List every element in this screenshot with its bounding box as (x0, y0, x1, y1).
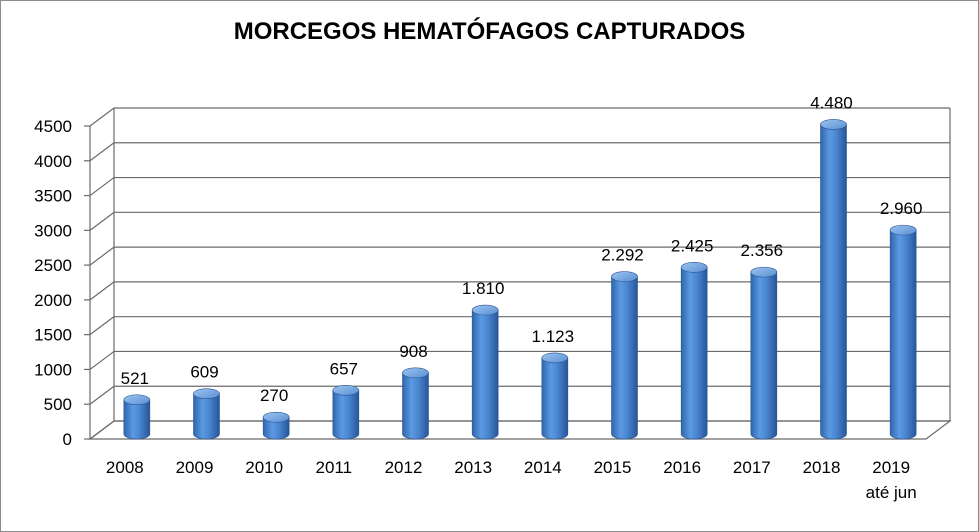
gridline-depth (89, 107, 115, 127)
y-tick-label: 1000 (34, 360, 72, 379)
bar-body (402, 372, 429, 440)
bar-body (471, 309, 499, 440)
bar-body (611, 276, 638, 440)
data-label: 2.425 (671, 236, 714, 255)
data-label: 1.123 (532, 327, 575, 346)
bars (123, 119, 917, 440)
bar-top (123, 394, 151, 406)
axes (84, 125, 952, 440)
data-label: 4.480 (810, 93, 853, 112)
gridline-depth (89, 246, 115, 266)
bar (471, 304, 499, 440)
gridline-depth (89, 350, 115, 370)
data-label: 609 (190, 363, 218, 382)
gridline-depth (89, 177, 115, 197)
y-tick-label: 1500 (34, 326, 72, 345)
x-tick-label: 2019 (872, 458, 910, 477)
labels: 0 500 1000 1500 2000 2500 3000 3500 4000 4500 521 2… (34, 93, 922, 502)
x-tick-label: 2009 (176, 458, 214, 477)
bar-top (611, 271, 638, 282)
x-tick-label: 2012 (385, 458, 423, 477)
bar-body (680, 267, 708, 440)
bar-top (402, 367, 429, 379)
data-label: 2.292 (601, 246, 644, 265)
bar (750, 266, 778, 440)
y-tick-label: 4500 (34, 117, 72, 136)
bar-top (750, 266, 778, 278)
bar-top (262, 411, 290, 423)
y-tick-label: 4000 (34, 152, 72, 171)
bar (889, 224, 917, 440)
gridline-depth (89, 316, 115, 336)
bar (611, 271, 638, 440)
bar (193, 388, 220, 440)
x-tick-label: 2008 (106, 458, 144, 477)
data-label: 2.960 (880, 199, 923, 218)
gridline-depth (89, 211, 115, 231)
data-label: 908 (399, 342, 427, 361)
bar-body (193, 393, 220, 440)
x-tick-label: 2014 (524, 458, 562, 477)
bar-top (193, 388, 220, 399)
chart-title: MORCEGOS HEMATÓFAGOS CAPTURADOS (233, 18, 746, 45)
data-label: 521 (121, 369, 149, 388)
bar (332, 385, 360, 440)
gridlines (89, 107, 951, 440)
gridline-depth (89, 142, 115, 162)
bar-top (471, 304, 499, 316)
bar-top (820, 119, 847, 130)
y-tick-label: 3000 (34, 221, 72, 240)
data-label: 2.356 (741, 241, 784, 260)
bar (680, 262, 708, 440)
bar (820, 119, 847, 440)
x-tick-label: 2010 (245, 458, 283, 477)
data-label: 270 (260, 386, 288, 405)
bar-body (262, 416, 290, 440)
y-tick-label: 2500 (34, 256, 72, 275)
x-tick-sublabel: até jun (866, 483, 917, 502)
x-tick-label: 2016 (663, 458, 701, 477)
bar-body (889, 229, 917, 440)
bar-top (541, 352, 569, 364)
bar-body (750, 271, 778, 440)
bar-top (680, 262, 708, 273)
bar (402, 367, 429, 440)
bar (541, 352, 569, 440)
bar-body (332, 390, 360, 440)
data-label: 657 (330, 359, 358, 378)
y-tick-label: 0 (63, 430, 72, 449)
y-tick-label: 2000 (34, 291, 72, 310)
bar-top (332, 385, 360, 396)
bar (123, 394, 151, 440)
y-tick-label: 500 (44, 395, 72, 414)
gridline-depth (89, 281, 115, 301)
bar-top (889, 224, 917, 236)
y-tick-label: 3500 (34, 187, 72, 206)
bar (262, 411, 290, 440)
bar-body (123, 399, 151, 440)
x-tick-label: 2015 (594, 458, 632, 477)
x-tick-label: 2017 (733, 458, 771, 477)
bar-body (820, 124, 847, 440)
floor (88, 420, 952, 440)
x-tick-label: 2011 (316, 458, 353, 477)
x-tick-label: 2013 (454, 458, 492, 477)
gridline-depth (89, 385, 115, 405)
x-tick-label: 2018 (803, 458, 841, 477)
bar-body (541, 357, 569, 440)
data-label: 1.810 (462, 279, 505, 298)
